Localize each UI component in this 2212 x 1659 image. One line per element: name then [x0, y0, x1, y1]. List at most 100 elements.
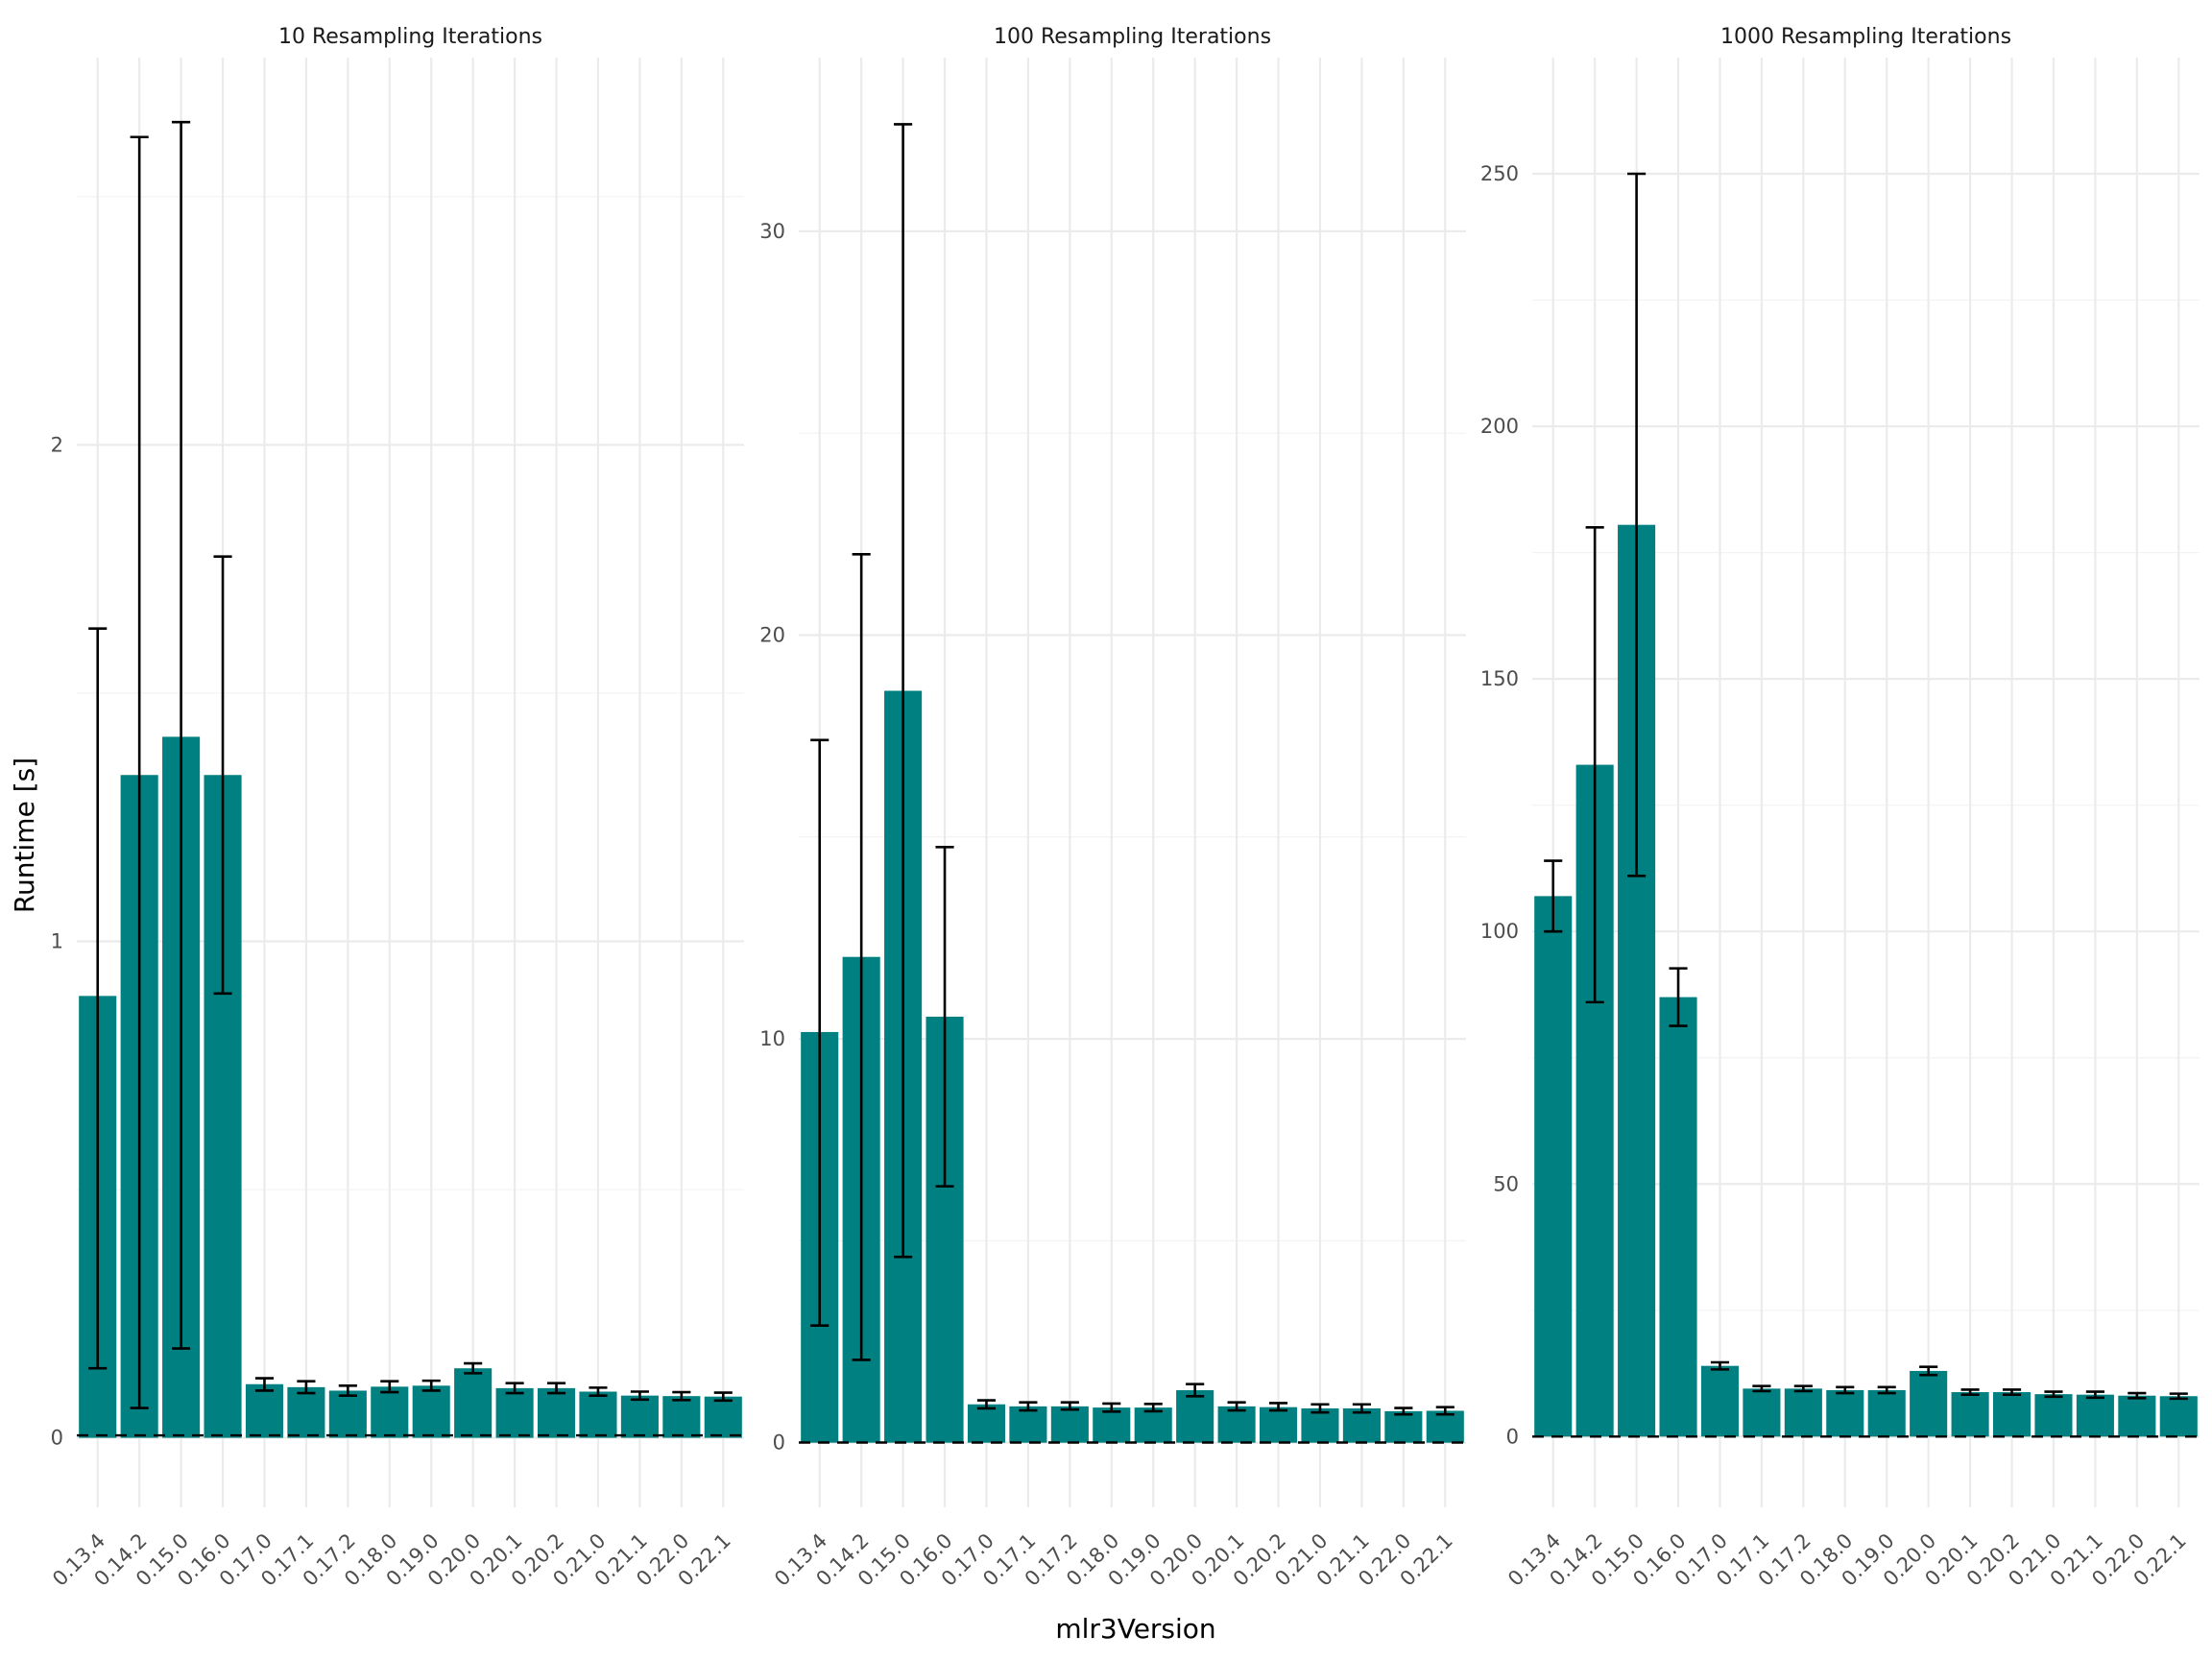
error-bar [1585, 526, 1604, 1004]
y-tick-label: 100 [1480, 920, 1519, 943]
y-tick-label: 1 [51, 929, 63, 952]
error-bar [2169, 1392, 2188, 1401]
facet-title: 1000 Resampling Iterations [1720, 25, 2011, 49]
error-bar [88, 627, 108, 1370]
facet-panel: 0501001502002500.13.40.14.20.15.00.16.00… [1480, 25, 2200, 1591]
error-bar [1877, 1385, 1896, 1395]
bar [1384, 1410, 1423, 1443]
bar [1426, 1410, 1464, 1443]
error-bar [1710, 1360, 1730, 1371]
bar [1910, 1370, 1948, 1437]
error-bar [1352, 1403, 1371, 1414]
bar [2159, 1396, 2198, 1437]
error-bar [1960, 1388, 1980, 1396]
facet-panel: 01020300.13.40.14.20.15.00.16.00.17.00.1… [759, 25, 1466, 1591]
error-bar [421, 1379, 441, 1392]
bar [1009, 1406, 1047, 1443]
bar [1784, 1388, 1822, 1437]
error-bar [2044, 1390, 2063, 1399]
bar [967, 1404, 1006, 1443]
bar [1134, 1407, 1172, 1443]
bar [1951, 1392, 1989, 1437]
y-tick-label: 0 [773, 1431, 785, 1455]
error-bar [1435, 1406, 1455, 1416]
error-bar [546, 1382, 566, 1395]
error-bar [1919, 1365, 1938, 1377]
error-bar [130, 135, 149, 1409]
x-axis-title: mlr3Version [1055, 1613, 1215, 1645]
bar [1659, 997, 1697, 1437]
error-bar [2085, 1390, 2104, 1400]
facet-panels: 0120.13.40.14.20.15.00.16.00.17.00.17.10… [48, 25, 2200, 1591]
y-tick-label: 2 [51, 433, 63, 456]
error-bar [810, 738, 830, 1328]
error-bar [1394, 1407, 1413, 1416]
y-tick-label: 250 [1480, 162, 1519, 185]
error-bar [976, 1399, 997, 1410]
bar [2034, 1394, 2073, 1437]
bar [2118, 1395, 2156, 1437]
facet-title: 10 Resampling Iterations [278, 25, 542, 49]
error-bar [852, 553, 871, 1361]
bar [287, 1386, 325, 1438]
bar [371, 1386, 409, 1438]
y-tick-label: 200 [1480, 415, 1519, 438]
error-bar [254, 1377, 275, 1392]
facet-title: 100 Resampling Iterations [994, 25, 1271, 49]
error-bar [505, 1382, 524, 1395]
bar [1826, 1389, 1864, 1437]
error-bar [1310, 1403, 1330, 1414]
bar [1093, 1407, 1131, 1443]
facet-panel: 0120.13.40.14.20.15.00.16.00.17.00.17.10… [48, 25, 744, 1591]
error-bar [1227, 1401, 1246, 1412]
y-tick-label: 30 [759, 220, 785, 243]
error-bar [1019, 1401, 1038, 1412]
error-bar [672, 1390, 691, 1402]
error-bar [1793, 1384, 1813, 1393]
error-bar [1544, 859, 1563, 933]
bar [1050, 1406, 1089, 1443]
bar [454, 1368, 493, 1438]
error-bar [935, 845, 954, 1188]
bar [1259, 1407, 1298, 1443]
bar [495, 1387, 534, 1438]
error-bar [1060, 1401, 1079, 1411]
bar [1342, 1407, 1381, 1443]
error-bar [894, 123, 913, 1259]
bar [245, 1383, 284, 1438]
error-bar [1669, 967, 1688, 1027]
error-bar [1627, 172, 1647, 878]
error-bar [213, 555, 232, 996]
bar [1301, 1407, 1339, 1443]
bar [1176, 1390, 1214, 1443]
bar [1217, 1406, 1256, 1443]
error-bar [2128, 1391, 2147, 1400]
error-bar [630, 1390, 649, 1402]
error-bar [338, 1384, 357, 1397]
bar [2076, 1394, 2114, 1437]
y-tick-label: 0 [51, 1427, 63, 1450]
error-bar [2002, 1388, 2022, 1396]
y-tick-label: 50 [1493, 1172, 1519, 1195]
error-bar [380, 1380, 399, 1394]
bar [328, 1390, 367, 1438]
error-bar [172, 120, 191, 1350]
error-bar [589, 1386, 608, 1397]
error-bar [1752, 1384, 1771, 1393]
bar [704, 1396, 742, 1438]
error-bar [1836, 1385, 1855, 1395]
bar [1700, 1365, 1740, 1437]
error-bar [297, 1380, 316, 1395]
y-tick-label: 10 [759, 1027, 785, 1050]
error-bar [1102, 1402, 1121, 1413]
bar [662, 1396, 701, 1438]
error-bar [1186, 1382, 1205, 1398]
bar [412, 1385, 450, 1438]
error-bar [1268, 1402, 1288, 1412]
bar [537, 1387, 576, 1438]
error-bar [1143, 1403, 1163, 1413]
bar [620, 1395, 659, 1438]
bar [1992, 1392, 2032, 1437]
bar [579, 1391, 617, 1438]
